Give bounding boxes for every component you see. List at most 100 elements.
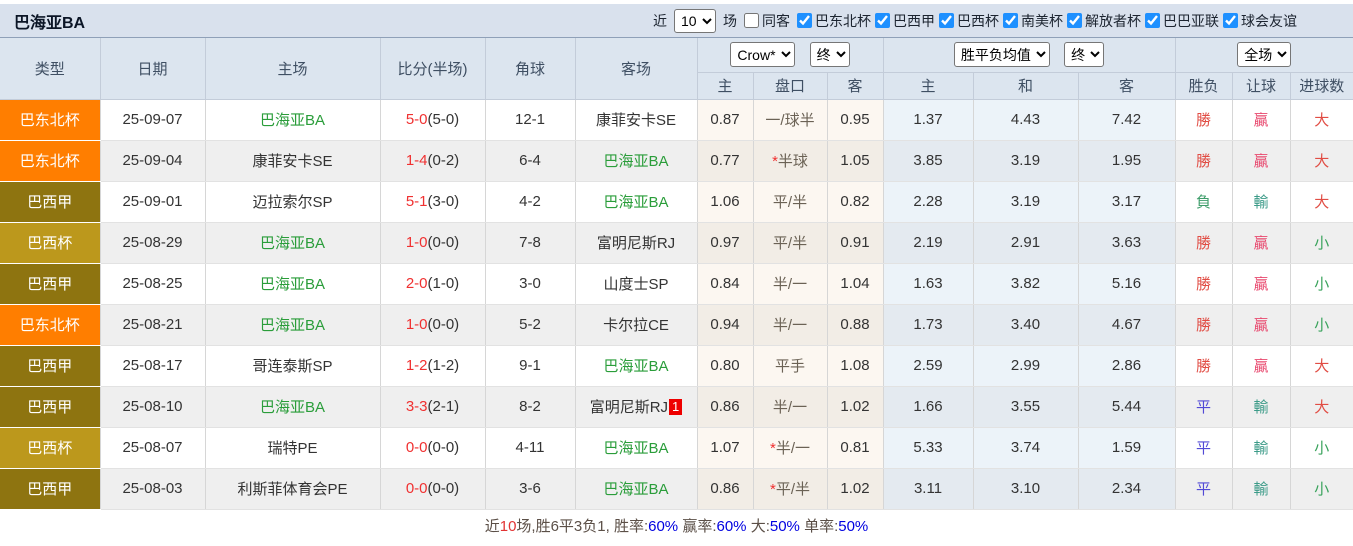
matches-table: 类型 日期 主场 比分(半场) 角球 客场 Crow* 终 胜平负均值 终 全场… <box>0 38 1353 510</box>
home-team: 巴海亚BA <box>205 263 381 305</box>
result-wdl: 負 <box>1175 181 1233 223</box>
league-filter[interactable]: 解放者杯 <box>1063 11 1141 31</box>
avg-odds-time-select[interactable]: 终 <box>1064 42 1105 68</box>
league-filter[interactable]: 南美杯 <box>999 11 1063 31</box>
odds-away: 1.08 <box>827 345 884 387</box>
league-badge: 巴西甲 <box>0 386 101 428</box>
league-filter-checkbox[interactable] <box>797 13 812 28</box>
league-filter-label: 解放者杯 <box>1085 12 1141 29</box>
top-bar: 巴海亚BA 近 10 场 同客 巴东北杯 巴西甲 巴西杯 南美杯 解放者杯 巴巴亚联 球会友… <box>0 4 1353 38</box>
table-row: 巴东北杯 25-08-21 巴海亚BA 1-0(0-0) 5-2 卡尔拉CE 0… <box>0 304 1353 346</box>
home-team: 巴海亚BA <box>205 386 381 428</box>
odds-company-select[interactable]: Crow* <box>730 42 796 68</box>
table-row: 巴西杯 25-08-29 巴海亚BA 1-0(0-0) 7-8 富明尼斯RJ 0… <box>0 222 1353 264</box>
result-goals: 小 <box>1290 304 1353 346</box>
avg-away: 2.34 <box>1078 468 1176 510</box>
scope-group: 全场 <box>1174 38 1353 73</box>
odds-home: 1.06 <box>697 181 754 223</box>
odds-home: 0.86 <box>697 386 754 428</box>
league-filter-label: 南美杯 <box>1021 12 1063 29</box>
result-handicap: 輸 <box>1232 427 1291 469</box>
table-row: 巴东北杯 25-09-04 康菲安卡SE 1-4(0-2) 6-4 巴海亚BA … <box>0 140 1353 182</box>
score: 0-0(0-0) <box>380 427 486 469</box>
league-filter-checkbox[interactable] <box>1067 13 1082 28</box>
table-body: 巴东北杯 25-09-07 巴海亚BA 5-0(5-0) 12-1 康菲安卡SE… <box>0 99 1353 510</box>
result-goals: 小 <box>1290 222 1353 264</box>
result-wdl: 勝 <box>1175 263 1233 305</box>
avg-draw: 3.10 <box>973 468 1079 510</box>
table-row: 巴西甲 25-08-10 巴海亚BA 3-3(2-1) 8-2 富明尼斯RJ 1 … <box>0 386 1353 428</box>
col-date: 日期 <box>100 38 206 100</box>
league-filter[interactable]: 巴东北杯 <box>793 11 871 31</box>
league-filter-checkbox[interactable] <box>1223 13 1238 28</box>
matches-label: 场 <box>723 12 737 29</box>
league-badge: 巴东北杯 <box>0 99 101 141</box>
avg-home: 1.63 <box>883 263 974 305</box>
league-filter-checkbox[interactable] <box>1145 13 1160 28</box>
league-filter-checkbox[interactable] <box>939 13 954 28</box>
avg-away: 5.44 <box>1078 386 1176 428</box>
avg-draw: 4.43 <box>973 99 1079 141</box>
result-handicap: 贏 <box>1232 345 1291 387</box>
odds-home: 0.86 <box>697 468 754 510</box>
odds-away: 0.95 <box>827 99 884 141</box>
odds-away: 1.02 <box>827 386 884 428</box>
avg-home: 2.19 <box>883 222 974 264</box>
avg-draw: 3.55 <box>973 386 1079 428</box>
odds-away: 0.82 <box>827 181 884 223</box>
match-count-select[interactable]: 10 <box>674 8 716 33</box>
score: 0-0(0-0) <box>380 468 486 510</box>
league-filter-label: 巴东北杯 <box>815 12 871 29</box>
avg-home: 1.37 <box>883 99 974 141</box>
same-venue-checkbox[interactable] <box>744 13 759 28</box>
summary-bar: 近10场,胜6平3负1, 胜率:60% 赢率:60% 大:50% 单率:50% <box>0 509 1353 546</box>
corner-count: 12-1 <box>485 99 576 141</box>
away-team: 巴海亚BA <box>575 468 698 510</box>
league-filter[interactable]: 巴巴亚联 <box>1141 11 1219 31</box>
table-row: 巴西甲 25-08-17 哥连泰斯SP 1-2(1-2) 9-1 巴海亚BA 0… <box>0 345 1353 387</box>
table-row: 巴西甲 25-09-01 迈拉索尔SP 5-1(3-0) 4-2 巴海亚BA 1… <box>0 181 1353 223</box>
league-filter[interactable]: 巴西甲 <box>871 11 935 31</box>
scope-select[interactable]: 全场 <box>1237 42 1292 68</box>
avg-away: 5.16 <box>1078 263 1176 305</box>
odds-company-time-select[interactable]: 终 <box>809 42 850 68</box>
league-filter-checkbox[interactable] <box>875 13 890 28</box>
avg-home: 2.59 <box>883 345 974 387</box>
result-wdl: 平 <box>1175 427 1233 469</box>
col-avg-home: 主 <box>883 72 974 100</box>
odds-home: 0.94 <box>697 304 754 346</box>
corner-count: 3-0 <box>485 263 576 305</box>
league-filter-group: 巴东北杯 巴西甲 巴西杯 南美杯 解放者杯 巴巴亚联 球会友谊 <box>793 11 1297 31</box>
league-badge: 巴西甲 <box>0 181 101 223</box>
result-goals: 小 <box>1290 468 1353 510</box>
result-wdl: 勝 <box>1175 345 1233 387</box>
league-filter-checkbox[interactable] <box>1003 13 1018 28</box>
match-date: 25-09-01 <box>100 181 206 223</box>
league-badge: 巴西杯 <box>0 427 101 469</box>
handicap-line: 平手 <box>753 345 828 387</box>
filter-controls: 近 10 场 同客 巴东北杯 巴西甲 巴西杯 南美杯 解放者杯 巴巴亚联 球会友谊 <box>653 8 1297 33</box>
league-filter-label: 巴西杯 <box>957 12 999 29</box>
summary-segment: 场,胜6平3负1, 胜率: <box>516 517 649 535</box>
col-avg-away: 客 <box>1078 72 1176 100</box>
avg-draw: 3.40 <box>973 304 1079 346</box>
same-venue-filter[interactable]: 同客 <box>740 11 790 31</box>
league-filter[interactable]: 巴西杯 <box>935 11 999 31</box>
result-handicap: 輸 <box>1232 468 1291 510</box>
avg-away: 3.17 <box>1078 181 1176 223</box>
handicap-line: 平/半 <box>753 181 828 223</box>
col-corner: 角球 <box>485 38 576 100</box>
result-goals: 大 <box>1290 345 1353 387</box>
league-filter[interactable]: 球会友谊 <box>1219 11 1297 31</box>
odds-home: 0.80 <box>697 345 754 387</box>
avg-odds-select[interactable]: 胜平负均值 <box>953 42 1050 68</box>
match-date: 25-09-04 <box>100 140 206 182</box>
league-filter-label: 巴西甲 <box>893 12 935 29</box>
avg-away: 1.95 <box>1078 140 1176 182</box>
avg-away: 4.67 <box>1078 304 1176 346</box>
result-wdl: 平 <box>1175 386 1233 428</box>
odds-home: 0.77 <box>697 140 754 182</box>
avg-home: 1.73 <box>883 304 974 346</box>
home-team: 利斯菲体育会PE <box>205 468 381 510</box>
odds-home: 0.87 <box>697 99 754 141</box>
